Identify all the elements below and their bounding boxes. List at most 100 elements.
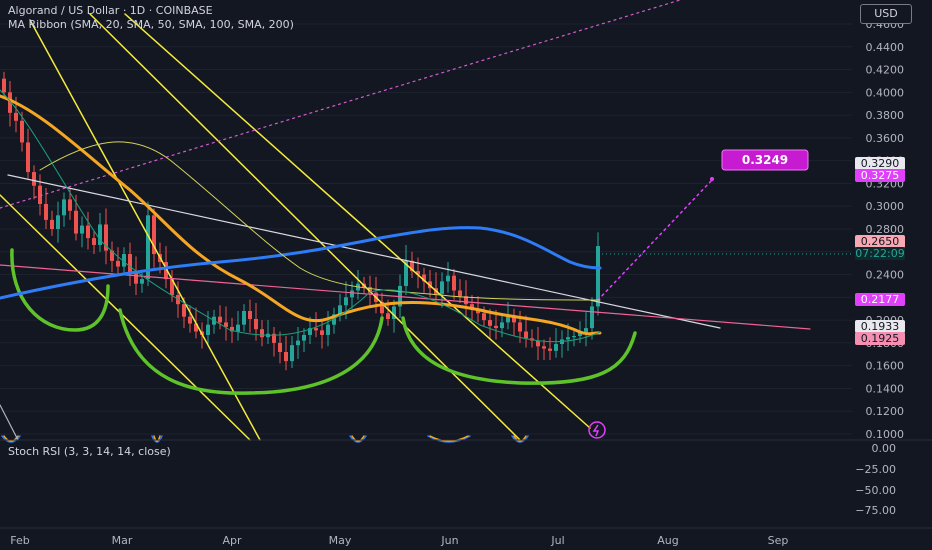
currency-button[interactable]: USD xyxy=(860,4,912,24)
descending-trendline xyxy=(7,174,721,329)
candle-body xyxy=(164,262,168,280)
candle-body xyxy=(2,78,6,93)
candle-body xyxy=(320,330,324,335)
price-badge-text: 0.1933 xyxy=(861,320,900,333)
candle-body xyxy=(260,329,264,338)
channel-line xyxy=(29,19,261,441)
candle-body xyxy=(506,315,510,323)
candle-body xyxy=(32,172,36,186)
candle-body xyxy=(98,224,102,245)
candle-body xyxy=(386,313,390,319)
candle-body xyxy=(524,331,528,339)
price-badge-bg xyxy=(855,293,905,306)
candle-body xyxy=(500,322,504,329)
candle-body xyxy=(248,311,252,319)
stoch-k-line xyxy=(511,435,529,443)
projection-point xyxy=(710,177,714,181)
target-price-label: 0.3249 xyxy=(721,149,809,171)
price-tick-label: 0.1200 xyxy=(866,405,905,418)
price-badge: 0.1925 xyxy=(855,332,905,345)
candle-body xyxy=(476,309,480,314)
stoch-d-line xyxy=(153,435,161,442)
candle-body xyxy=(350,290,354,298)
candle-body xyxy=(404,260,408,286)
time-tick-label: Mar xyxy=(112,534,133,547)
candle-body xyxy=(566,337,570,340)
price-badge-bg xyxy=(855,247,905,260)
candle-body xyxy=(488,320,492,326)
price-badge-bg xyxy=(855,235,905,248)
candle-body xyxy=(128,254,132,273)
candle-body xyxy=(80,225,84,234)
pink-trendline xyxy=(0,264,811,330)
overlays: 0.3249 xyxy=(0,0,811,443)
candle-body xyxy=(122,254,126,267)
rsi-tick-label: −75.00 xyxy=(855,504,896,517)
price-badge: 0.3275 xyxy=(855,169,905,182)
candle-body xyxy=(308,328,312,335)
candle-body xyxy=(518,322,522,332)
candle-body xyxy=(86,225,90,239)
price-badge: 07:22:09 xyxy=(855,247,905,260)
sma200-line xyxy=(0,226,602,300)
symbol-title: Algorand / US Dollar · 1D · COINBASE xyxy=(8,4,213,17)
price-badge: 0.1933 xyxy=(855,320,905,333)
candle-body xyxy=(464,296,468,305)
price-tick-label: 0.3000 xyxy=(866,200,905,213)
candle-body xyxy=(278,342,282,352)
time-tick-label: May xyxy=(329,534,352,547)
candle-body xyxy=(146,215,150,280)
price-badge-bg xyxy=(855,157,905,170)
price-tick-label: 0.3800 xyxy=(866,109,905,122)
price-badge-bg xyxy=(855,169,905,182)
alert-icon xyxy=(588,421,606,439)
stoch-k-line xyxy=(151,435,163,443)
price-tick-label: 0.1000 xyxy=(866,428,905,441)
candle-body xyxy=(134,272,138,284)
dotted-magenta-line xyxy=(0,0,681,209)
green-arc xyxy=(118,308,384,395)
candle-body xyxy=(68,199,72,211)
candle-body xyxy=(422,274,426,282)
candle-body xyxy=(206,324,210,335)
candle-body xyxy=(338,305,342,315)
candle-body xyxy=(452,275,456,291)
candle-body xyxy=(272,333,276,343)
price-tick-label: 0.1600 xyxy=(866,360,905,373)
candle-body xyxy=(314,328,318,331)
candle-body xyxy=(446,275,450,282)
candle-body xyxy=(410,260,414,272)
price-badge-text: 07:22:09 xyxy=(855,247,904,260)
candle-body xyxy=(344,297,348,306)
price-badge-text: 0.3275 xyxy=(861,169,900,182)
price-axis: 0.46000.44000.42000.40000.38000.36000.34… xyxy=(598,18,905,441)
candle-body xyxy=(512,315,516,323)
target-label-text: 0.3249 xyxy=(742,153,788,167)
rsi-descending-line xyxy=(0,404,19,441)
price-badge-text: 0.2650 xyxy=(861,235,900,248)
candle-body xyxy=(542,346,546,349)
stoch-rsi-label: Stoch RSI (3, 3, 14, 14, close) xyxy=(8,445,171,458)
rsi-tick-label: 0.00 xyxy=(872,442,897,455)
candle-body xyxy=(368,287,372,293)
candle-body xyxy=(14,112,18,121)
stoch-k-line xyxy=(427,435,471,443)
candle-body xyxy=(392,306,396,319)
candle-body xyxy=(332,314,336,325)
price-badge-bg xyxy=(855,332,905,345)
rsi-tick-label: −50.00 xyxy=(855,484,896,497)
candle-body xyxy=(440,281,444,294)
candle-body xyxy=(8,92,12,113)
rsi-tick-label: −25.00 xyxy=(855,463,896,476)
candle-body xyxy=(104,224,108,251)
stoch-rsi-pane: 0.00 −25.00 −50.00 −75.00 xyxy=(0,439,932,517)
price-tick-label: 0.4400 xyxy=(866,41,905,54)
candle-body xyxy=(26,142,30,173)
candle-body xyxy=(44,203,48,220)
candle-body xyxy=(326,324,330,335)
candle-body xyxy=(140,279,144,284)
candle-body xyxy=(302,334,306,341)
time-tick-label: Feb xyxy=(10,534,29,547)
